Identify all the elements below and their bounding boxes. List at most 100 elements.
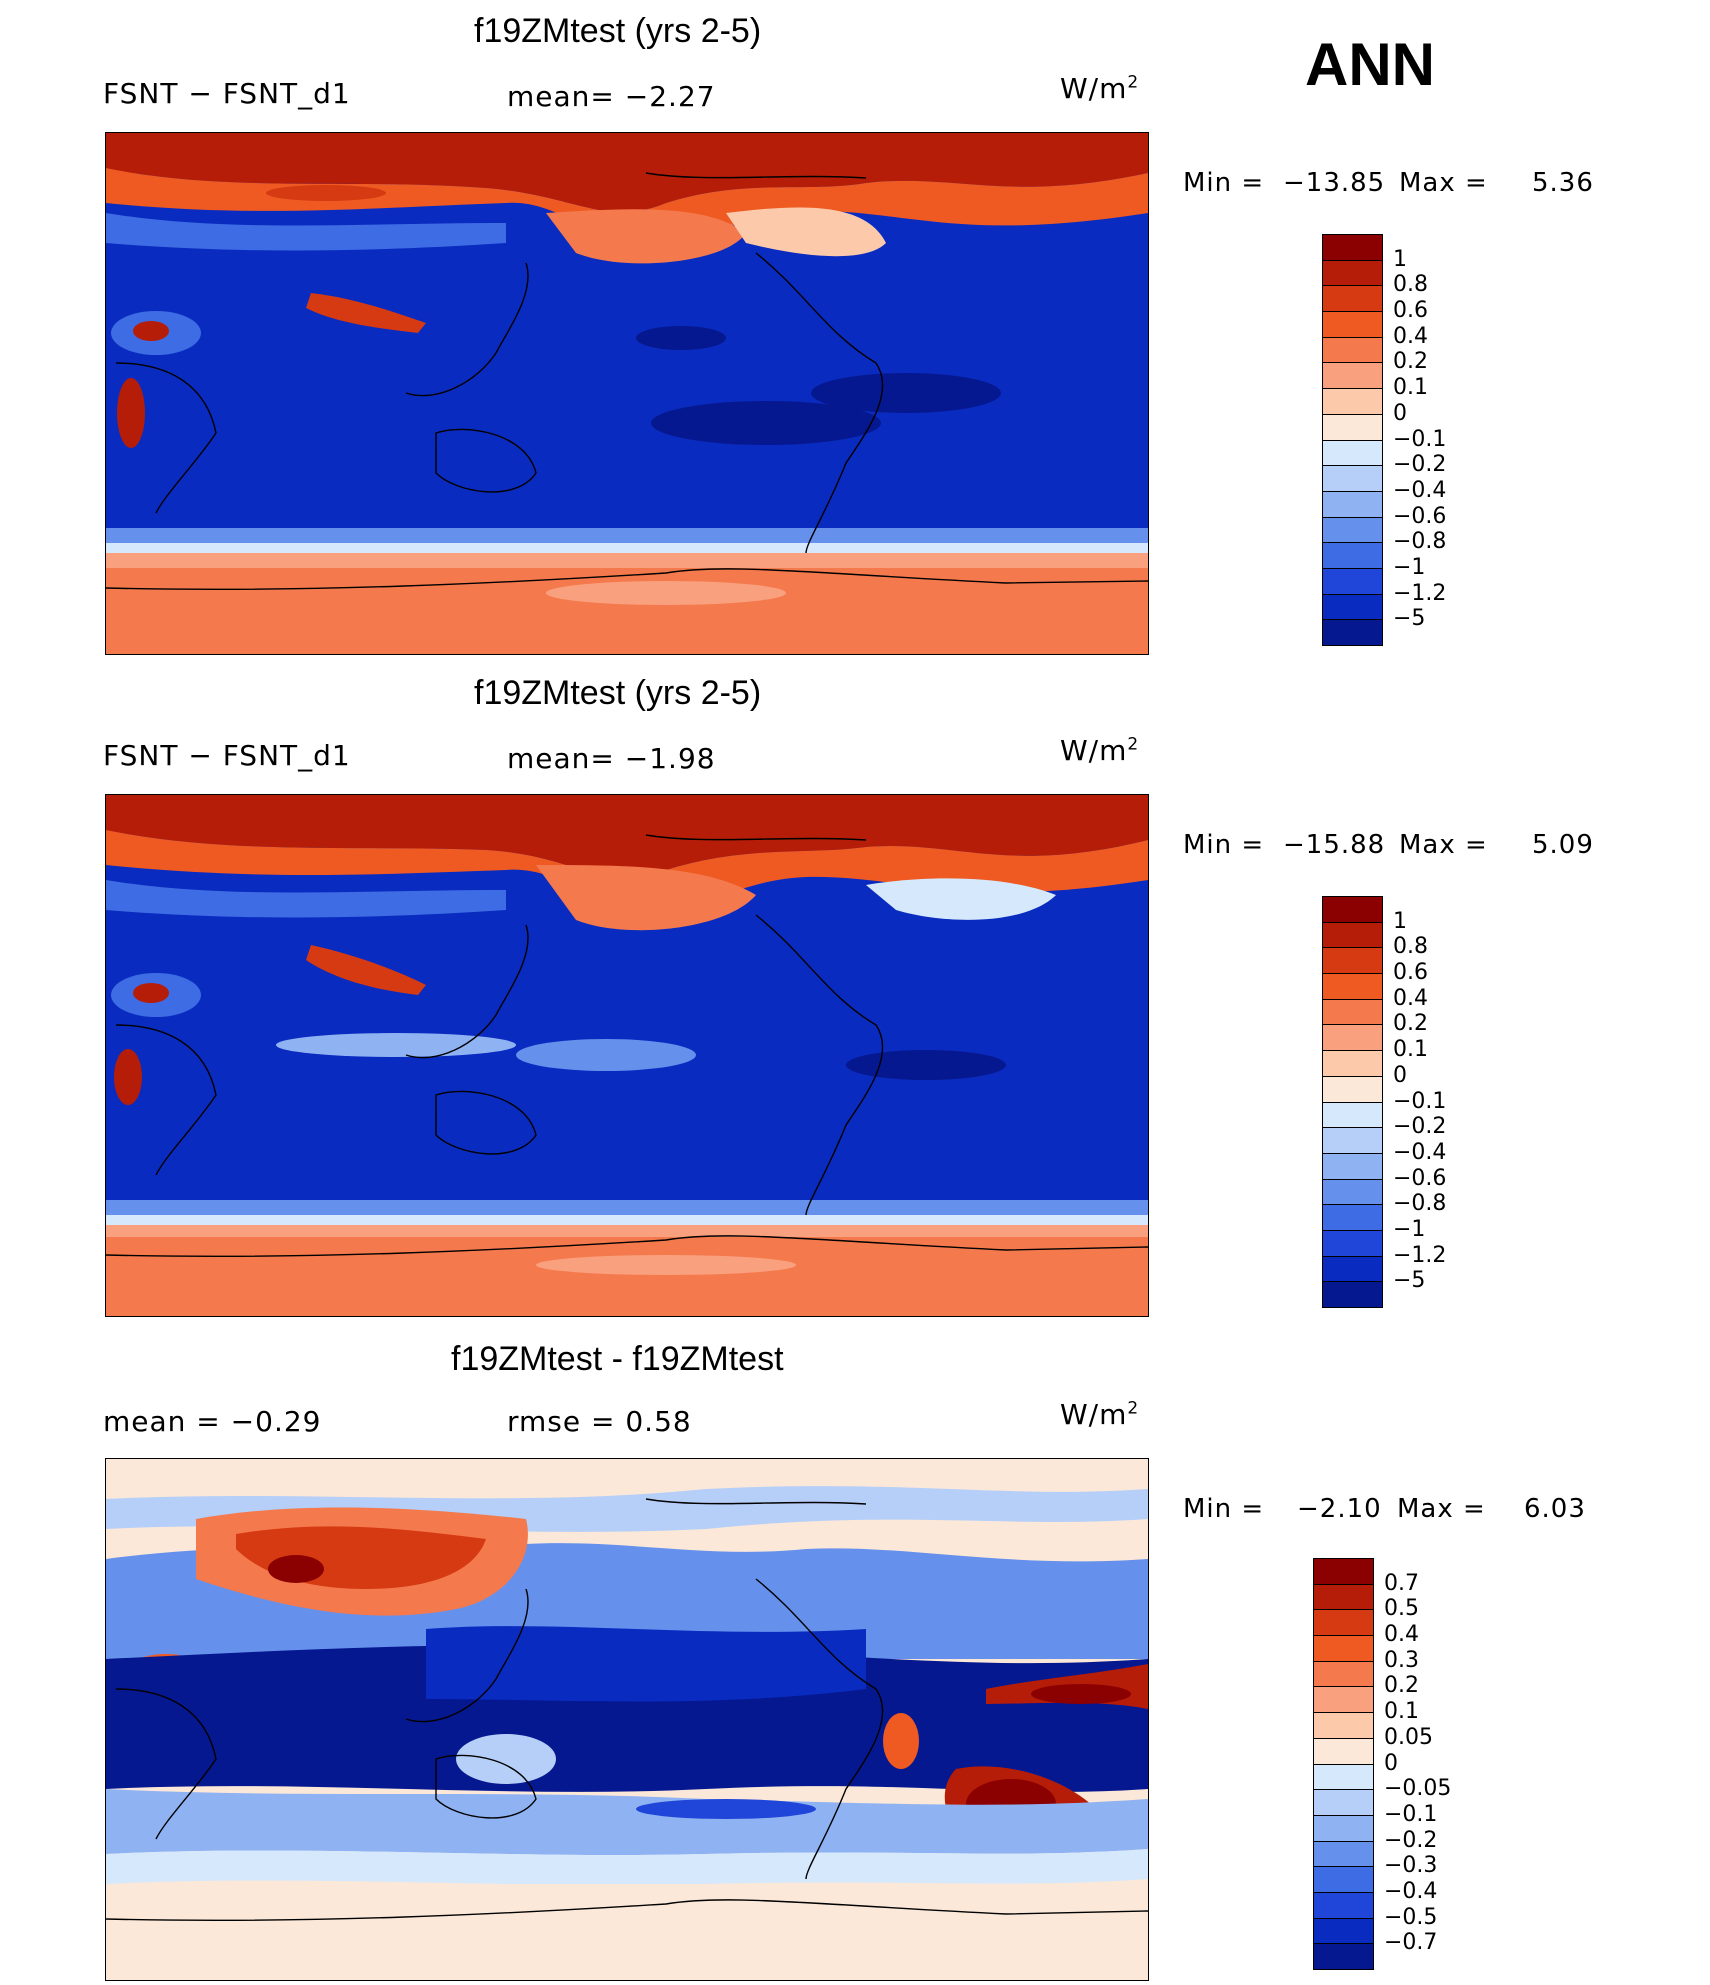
colorbar-cell <box>1322 362 1383 390</box>
panel-2-map-field <box>106 795 1148 1316</box>
panel-2-variable-label: FSNT − FSNT_d1 <box>103 739 351 772</box>
panel-1-colorbar: 1 0.8 0.6 0.4 0.2 0.1 0 −0.1 −0.2 −0.4 −0.6 −0.8 −1−… <box>1322 234 1446 646</box>
colorbar-tick-label: 0.2 <box>1393 1011 1428 1037</box>
panel-3-colorbar: 0.7 0.5 0.4 0.3 0.2 0.1 0.05 0 −0.05 −0.1 −0.2 −0.3… <box>1313 1558 1451 1970</box>
colorbar-tick-label: 0 <box>1393 1062 1407 1088</box>
colorbar-cell <box>1322 388 1383 415</box>
colorbar-cell <box>1313 1609 1374 1637</box>
colorbar-cell <box>1322 947 1383 975</box>
colorbar-tick-label: −0.6 <box>1393 1165 1447 1191</box>
season-label: ANN <box>1305 31 1435 98</box>
panel-3-title: f19ZMtest - f19ZMtest <box>451 1340 784 1378</box>
colorbar-cell <box>1322 285 1383 313</box>
colorbar-cell <box>1322 593 1383 621</box>
panel-3-min-value: −2.10 <box>1297 1494 1382 1524</box>
colorbar-tick-label: −0.8 <box>1393 529 1447 555</box>
colorbar-cell <box>1322 921 1383 949</box>
colorbar-tick-label: −0.2 <box>1384 1827 1438 1853</box>
colorbar-tick-label: 0.6 <box>1393 298 1428 324</box>
colorbar-cell <box>1322 896 1383 923</box>
colorbar-tick-label: −0.2 <box>1393 1114 1447 1140</box>
colorbar-cell <box>1313 1814 1374 1842</box>
colorbar-cell <box>1322 973 1383 1000</box>
colorbar-cell <box>1313 1712 1374 1739</box>
panel-3-map <box>105 1458 1149 1981</box>
colorbar-tick-label: −0.4 <box>1393 1139 1447 1165</box>
colorbar-cell <box>1313 1583 1374 1611</box>
colorbar-tick-label: 0.4 <box>1393 985 1428 1011</box>
colorbar-cell <box>1313 1660 1374 1688</box>
panel-1-variable-label: FSNT − FSNT_d1 <box>103 77 351 110</box>
colorbar-tick-label: −0.6 <box>1393 503 1447 529</box>
colorbar-cell <box>1313 1866 1374 1893</box>
panel-2-title: f19ZMtest (yrs 2-5) <box>474 674 762 712</box>
colorbar-tick-label: −0.3 <box>1384 1853 1438 1879</box>
colorbar-tick-label: −1.2 <box>1393 1242 1447 1268</box>
colorbar-tick-label: 1 <box>1393 908 1407 934</box>
colorbar-cell <box>1322 1281 1383 1308</box>
colorbar-cell <box>1313 1686 1374 1714</box>
colorbar-tick-label: 0.1 <box>1393 375 1428 401</box>
panel-1-max-value: 5.36 <box>1532 168 1594 198</box>
panel-1-map-field <box>106 133 1148 654</box>
panel-2-min-label: Min = <box>1183 830 1265 860</box>
colorbar-cell <box>1322 336 1383 364</box>
colorbar-tick-label: −0.1 <box>1393 1088 1447 1114</box>
panel-2-map <box>105 794 1149 1317</box>
colorbar-cell <box>1322 1204 1383 1231</box>
colorbar-cell <box>1322 413 1383 441</box>
colorbar-cell <box>1322 1101 1383 1129</box>
panel-1-min-label: Min = <box>1183 168 1265 198</box>
colorbar-tick-label: −0.05 <box>1384 1776 1452 1802</box>
colorbar-cell <box>1313 1917 1374 1945</box>
colorbar-tick-label: −5 <box>1393 606 1426 632</box>
colorbar-tick-label: 0.2 <box>1393 349 1428 375</box>
colorbar-cell <box>1322 1255 1383 1283</box>
colorbar-cell <box>1313 1737 1374 1765</box>
colorbar-cell <box>1313 1558 1374 1585</box>
panel-1-max-label: Max = <box>1399 168 1488 198</box>
colorbar-tick-label: 0.8 <box>1393 934 1428 960</box>
colorbar-tick-label: 0 <box>1393 400 1407 426</box>
colorbar-cell <box>1322 259 1383 287</box>
colorbar-tick-label: 0.4 <box>1393 323 1428 349</box>
colorbar-tick-label: −1 <box>1393 1216 1426 1242</box>
colorbar-tick-label: 0.4 <box>1384 1622 1419 1648</box>
colorbar-cell <box>1322 1152 1383 1180</box>
colorbar-tick-label: 0.6 <box>1393 960 1428 986</box>
colorbar-cell <box>1322 1024 1383 1052</box>
panel-1-mean-label: mean= −2.27 <box>507 80 716 113</box>
colorbar-cell <box>1322 542 1383 569</box>
colorbar-cell <box>1322 567 1383 595</box>
colorbar-cell <box>1322 311 1383 338</box>
panel-2-max-value: 5.09 <box>1532 830 1594 860</box>
colorbar-tick-label: 0.7 <box>1384 1570 1419 1596</box>
panel-3-rmse-label: rmse = 0.58 <box>507 1405 692 1438</box>
panel-2-min-value: −15.88 <box>1283 830 1386 860</box>
colorbar-cell <box>1313 1943 1374 1970</box>
colorbar-cell <box>1322 465 1383 492</box>
panel-3-min-label: Min = <box>1183 1494 1265 1524</box>
colorbar-tick-label: −1.2 <box>1393 580 1447 606</box>
panel-3-max-value: 6.03 <box>1524 1494 1586 1524</box>
panel-3-mean-label: mean = −0.29 <box>103 1405 322 1438</box>
colorbar-tick-label: 1 <box>1393 246 1407 272</box>
colorbar-cell <box>1322 1178 1383 1206</box>
colorbar-tick-label: −0.7 <box>1384 1930 1438 1956</box>
colorbar-tick-label: 0.8 <box>1393 272 1428 298</box>
colorbar-tick-label: 0.5 <box>1384 1596 1419 1622</box>
panel-3-units-label: W/m2 <box>1060 1398 1140 1431</box>
colorbar-tick-label: 0 <box>1384 1750 1398 1776</box>
colorbar-tick-label: −0.8 <box>1393 1191 1447 1217</box>
colorbar-cell <box>1322 1229 1383 1257</box>
panel-1-title: f19ZMtest (yrs 2-5) <box>474 12 762 50</box>
colorbar-cell <box>1322 619 1383 646</box>
colorbar-cell <box>1322 1050 1383 1077</box>
colorbar-tick-label: 0.3 <box>1384 1647 1419 1673</box>
colorbar-cell <box>1322 234 1383 261</box>
colorbar-cell <box>1313 1840 1374 1868</box>
panel-2-units-label: W/m2 <box>1060 734 1140 767</box>
colorbar-tick-label: −0.5 <box>1384 1904 1438 1930</box>
panel-2-colorbar: 1 0.8 0.6 0.4 0.2 0.1 0 −0.1 −0.2 −0.4 −0.6 −0.8 −1−… <box>1322 896 1446 1308</box>
colorbar-cell <box>1313 1763 1374 1791</box>
